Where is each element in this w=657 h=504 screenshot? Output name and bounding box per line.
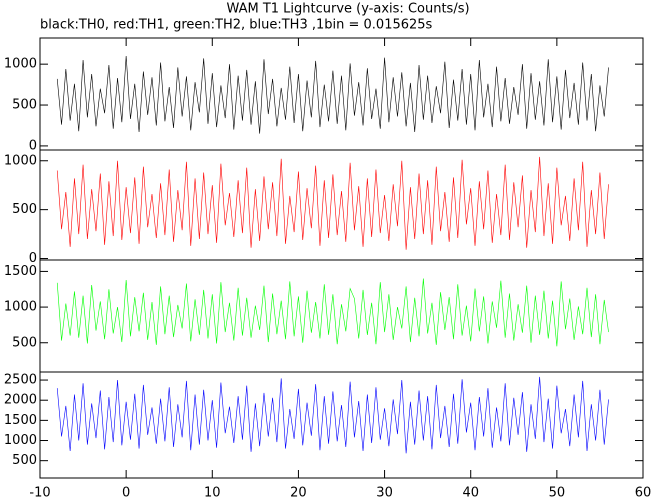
light-curve (56, 376, 609, 454)
light-curve (56, 156, 609, 250)
y-tick-label: 1000 (4, 300, 37, 315)
y-tick-label: 0 (29, 251, 37, 266)
y-tick-label: 500 (12, 202, 37, 217)
y-tick-label: 2500 (4, 373, 37, 388)
x-tick-label: 20 (290, 486, 307, 501)
x-tick-label: 40 (462, 486, 479, 501)
y-tick-label: 1000 (4, 57, 37, 72)
x-tick-label: 10 (204, 486, 221, 501)
y-tick-label: 2000 (4, 393, 37, 408)
x-tick-label: 0 (122, 486, 130, 501)
x-tick-label: 60 (635, 486, 652, 501)
y-tick-label: 500 (12, 98, 37, 113)
y-tick-label: 1500 (4, 264, 37, 279)
panel-frame (39, 371, 644, 479)
y-tick-label: 500 (12, 453, 37, 468)
y-tick-label: 1000 (4, 153, 37, 168)
panel-frame (39, 259, 644, 373)
light-curve (56, 55, 609, 134)
y-tick-label: 500 (12, 335, 37, 350)
x-tick-label: 30 (376, 486, 393, 501)
light-curve (56, 278, 609, 347)
panel-frame (39, 37, 644, 151)
x-tick-label: -10 (29, 486, 50, 501)
y-tick-label: 1000 (4, 433, 37, 448)
chart-title: WAM T1 Lightcurve (y-axis: Counts/s) (226, 2, 469, 17)
x-tick-label: 50 (549, 486, 566, 501)
chart-subtitle: black:TH0, red:TH1, green:TH2, blue:TH3 … (40, 18, 433, 33)
y-tick-label: 0 (29, 138, 37, 153)
y-tick-label: 1500 (4, 413, 37, 428)
